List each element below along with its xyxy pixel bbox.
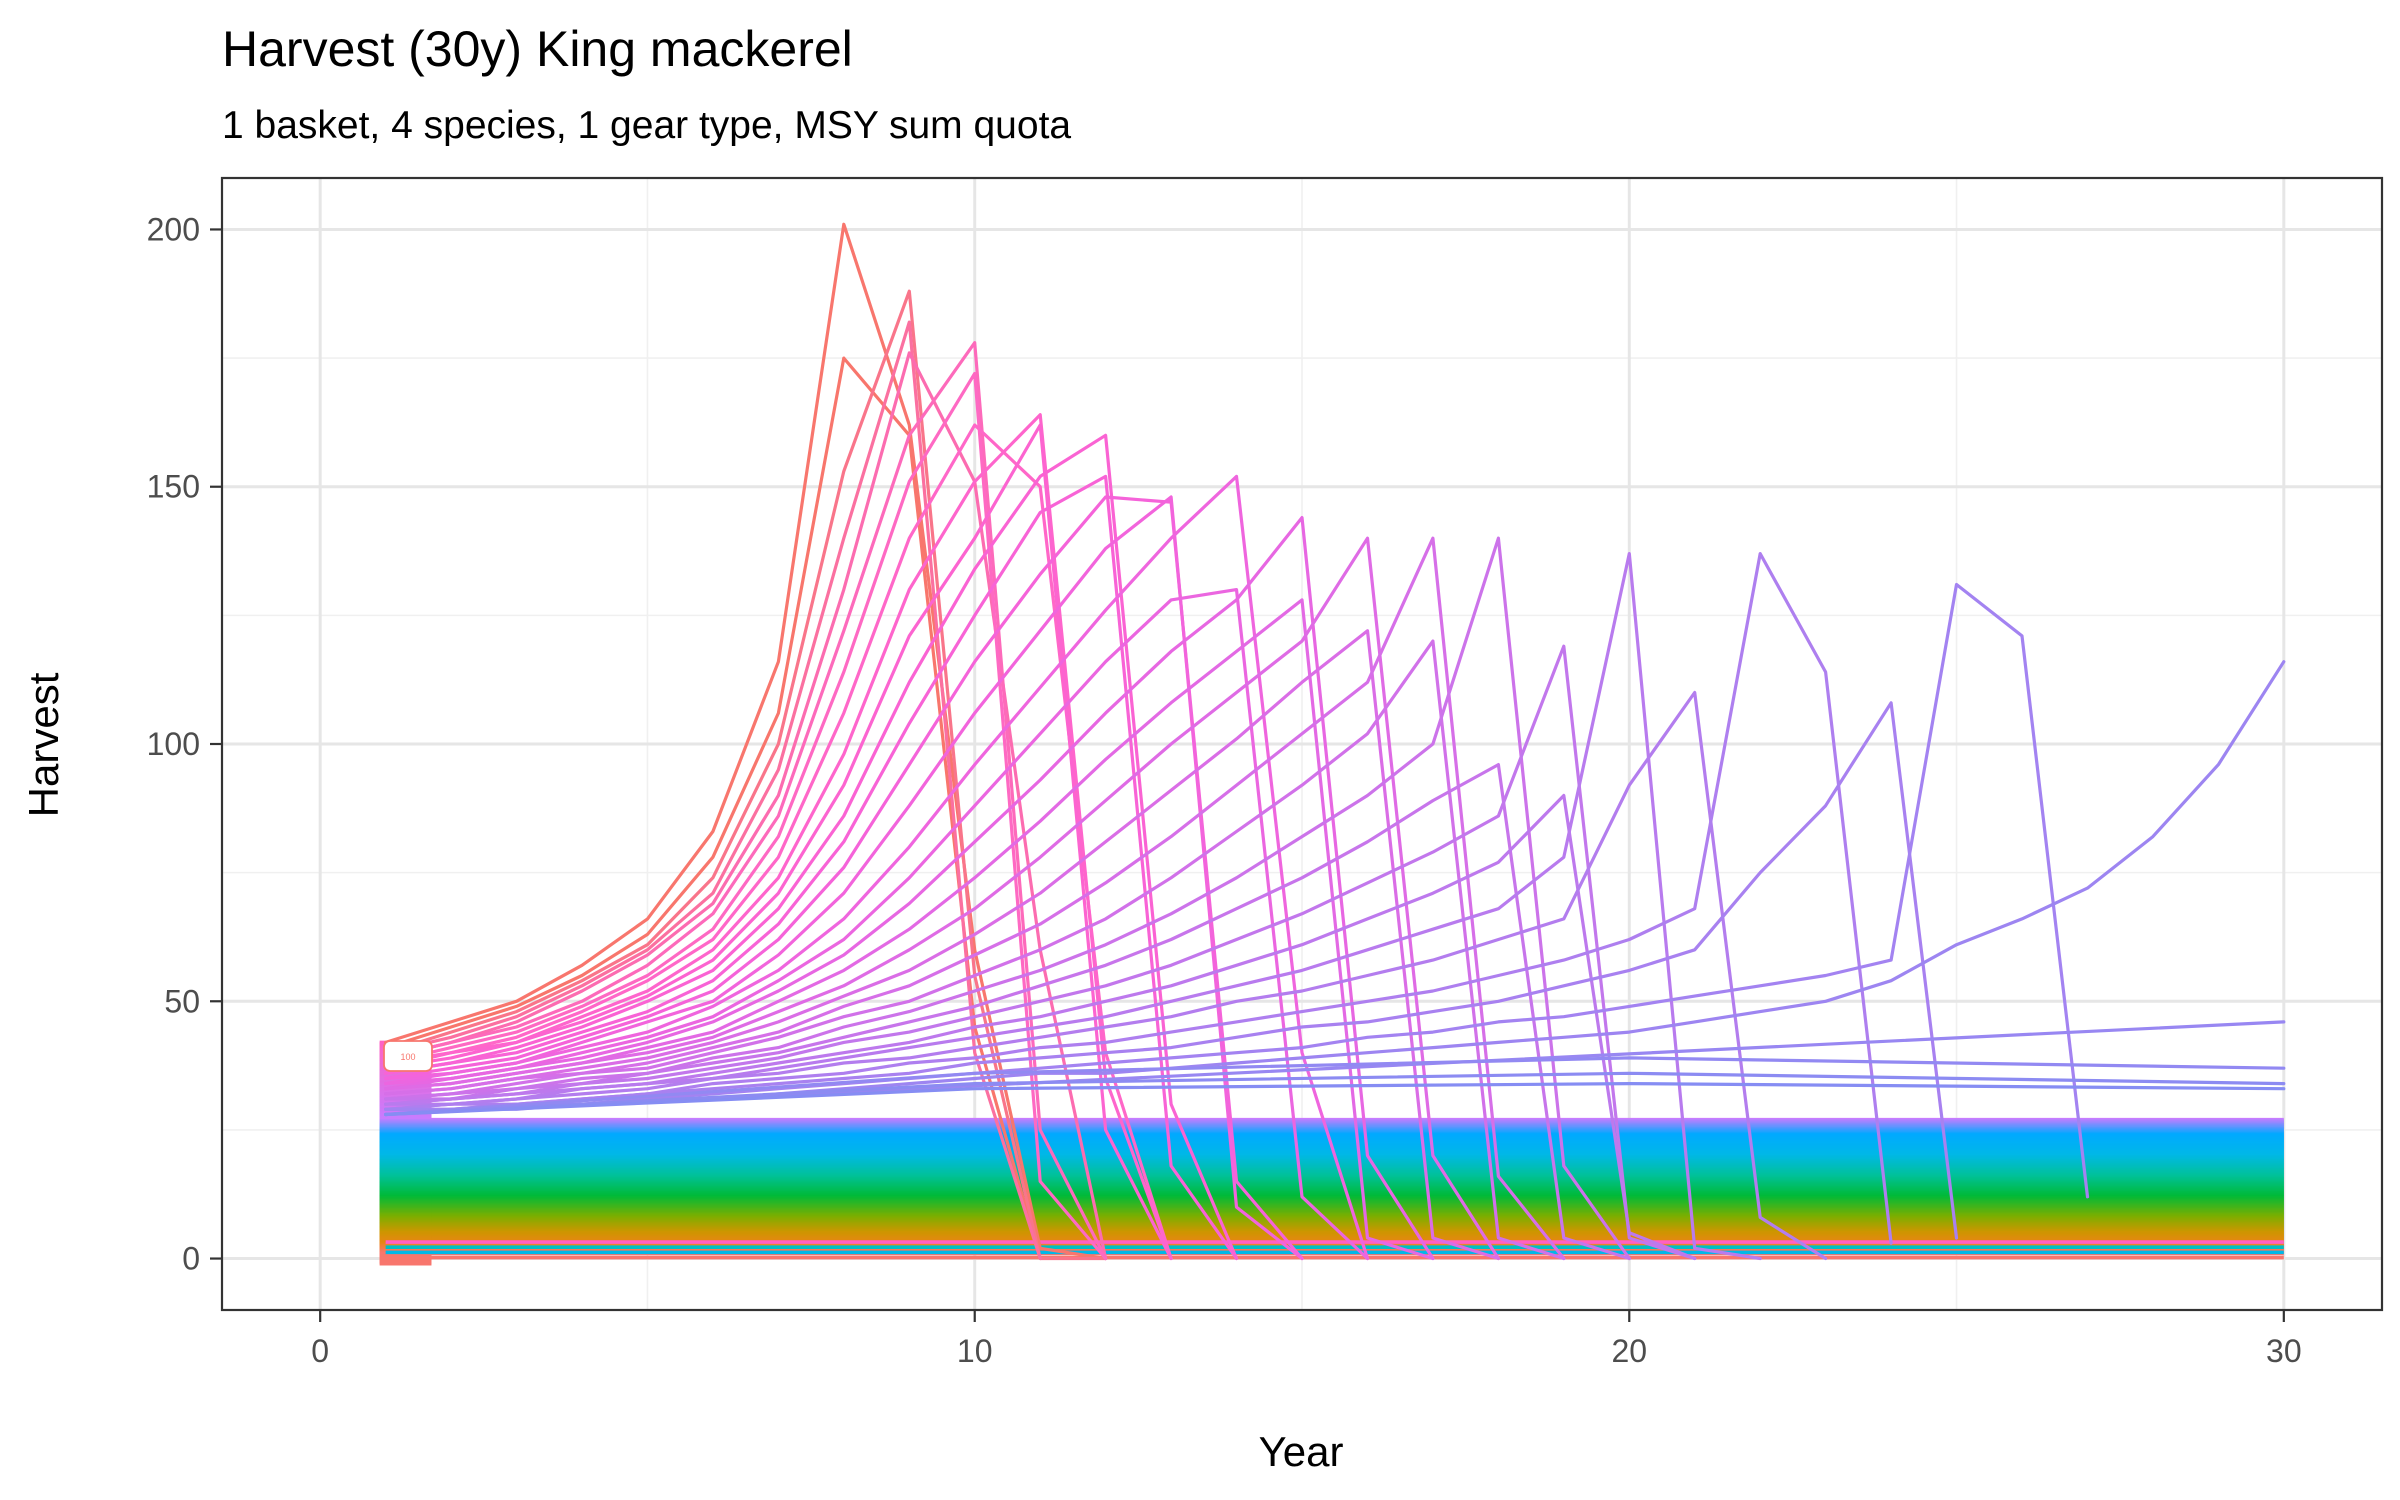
y-axis-title: Harvest	[20, 672, 67, 817]
y-tick-label: 100	[147, 726, 200, 762]
legend-key-label: 100	[400, 1052, 415, 1062]
x-axis: 0 10 20 30	[311, 1310, 2302, 1369]
series-line	[384, 474, 1370, 1261]
series-line	[384, 639, 1566, 1261]
series-line	[384, 551, 1762, 1261]
y-tick-label: 50	[164, 983, 200, 1019]
series-line	[384, 536, 1501, 1261]
legend-key-box	[383, 1040, 433, 1072]
x-axis-title: Year	[1259, 1428, 1344, 1475]
series-line	[384, 356, 1042, 1261]
x-tick-label: 0	[311, 1333, 329, 1369]
series-line	[384, 351, 1108, 1261]
series-line	[384, 690, 1828, 1261]
series-line	[384, 1081, 2286, 1117]
series-line	[384, 433, 1239, 1261]
series-line	[384, 644, 1697, 1261]
x-tick-label: 20	[1611, 1333, 1647, 1369]
series-line	[384, 289, 1108, 1261]
x-tick-label: 30	[2266, 1333, 2302, 1369]
stray-legend-key: 100	[383, 1040, 433, 1072]
plot-panel	[220, 176, 2384, 1312]
series-line	[384, 1056, 2286, 1117]
series-line	[384, 587, 1370, 1261]
y-tick-label: 150	[147, 469, 200, 505]
series-line	[384, 474, 1239, 1261]
x-tick-label: 10	[957, 1333, 993, 1369]
series-lines	[384, 222, 2286, 1261]
y-tick-label: 0	[182, 1241, 200, 1277]
series-line	[384, 320, 1042, 1261]
y-tick-label: 200	[147, 211, 200, 247]
series-line	[384, 495, 1304, 1261]
series-line	[384, 371, 1108, 1261]
series-line	[384, 495, 1304, 1261]
series-line	[384, 1071, 2286, 1117]
series-line	[384, 515, 1435, 1261]
series-line	[384, 423, 1173, 1261]
series-line	[384, 222, 1108, 1261]
y-axis: 0 50 100 150 200	[147, 211, 222, 1277]
series-line	[384, 423, 1173, 1261]
series-line	[384, 701, 1959, 1240]
series-line	[384, 582, 2090, 1199]
chart-title: Harvest (30y) King mackerel	[222, 21, 853, 77]
series-line	[384, 536, 1631, 1261]
series-line	[384, 629, 1501, 1261]
chart-subtitle: 1 basket, 4 species, 1 gear type, MSY su…	[222, 104, 1071, 147]
series-line	[384, 341, 1108, 1261]
